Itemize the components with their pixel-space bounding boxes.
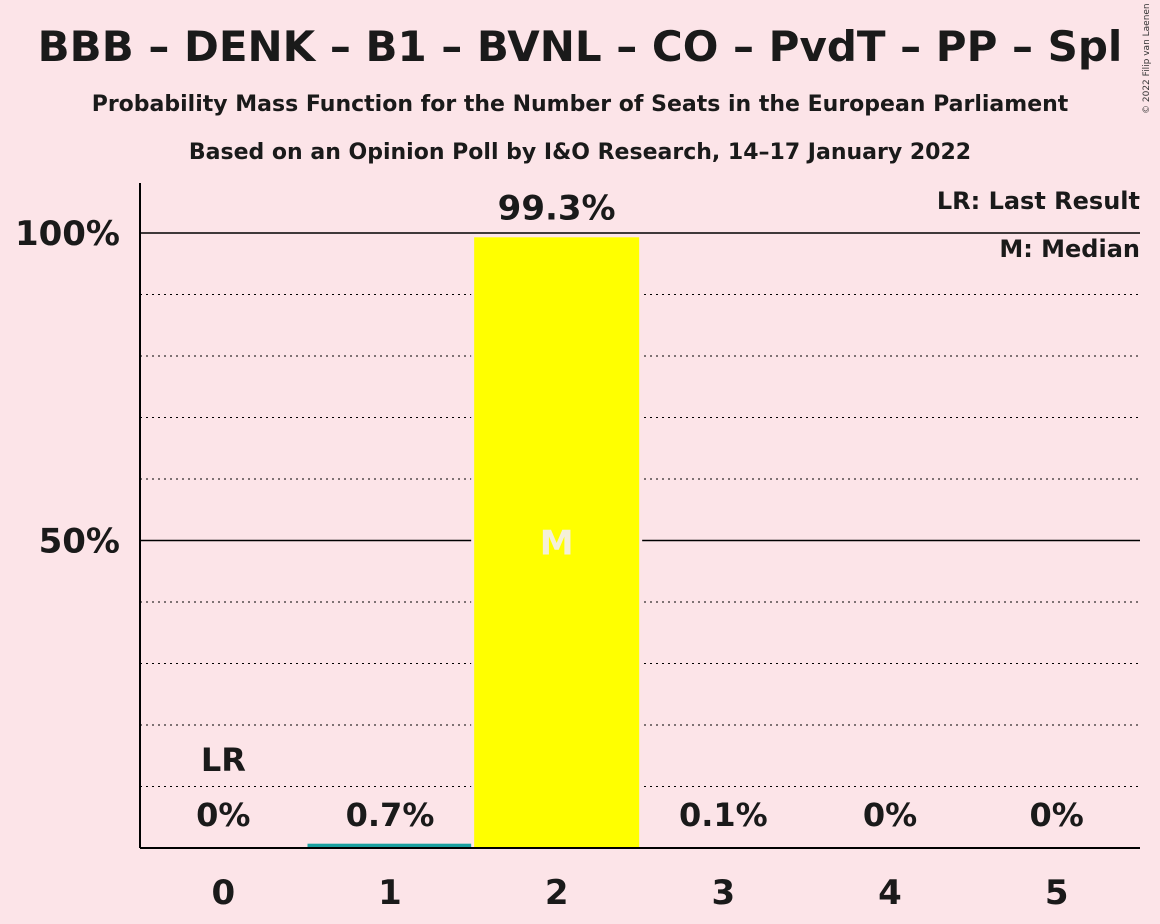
x-tick-label: 5 <box>1045 873 1069 913</box>
data-label: 99.3% <box>498 188 616 228</box>
x-tick-label: 0 <box>211 873 235 913</box>
bar <box>474 237 640 848</box>
data-label: 0% <box>863 796 917 834</box>
median-marker: M <box>540 524 574 564</box>
x-tick-label: 2 <box>545 873 569 913</box>
x-tick-label: 1 <box>378 873 402 913</box>
bar <box>307 843 473 848</box>
data-label: 0% <box>1030 796 1084 834</box>
legend-last-result: LR: Last Result <box>937 187 1140 215</box>
x-tick-label: 4 <box>878 873 902 913</box>
data-label: 0% <box>196 796 250 834</box>
y-tick-label: 50% <box>39 522 120 562</box>
chart-title: BBB – DENK – B1 – BVNL – CO – PvdT – PP … <box>37 22 1123 71</box>
chart-subtitle: Probability Mass Function for the Number… <box>91 92 1069 117</box>
data-label: 0.7% <box>346 796 435 834</box>
chart-subtitle-source: Based on an Opinion Poll by I&O Research… <box>188 140 972 165</box>
data-label: 0.1% <box>679 796 768 834</box>
x-tick-label: 3 <box>711 873 735 913</box>
y-tick-label: 100% <box>15 214 120 254</box>
last-result-marker: LR <box>201 741 246 779</box>
legend-median: M: Median <box>999 235 1140 263</box>
